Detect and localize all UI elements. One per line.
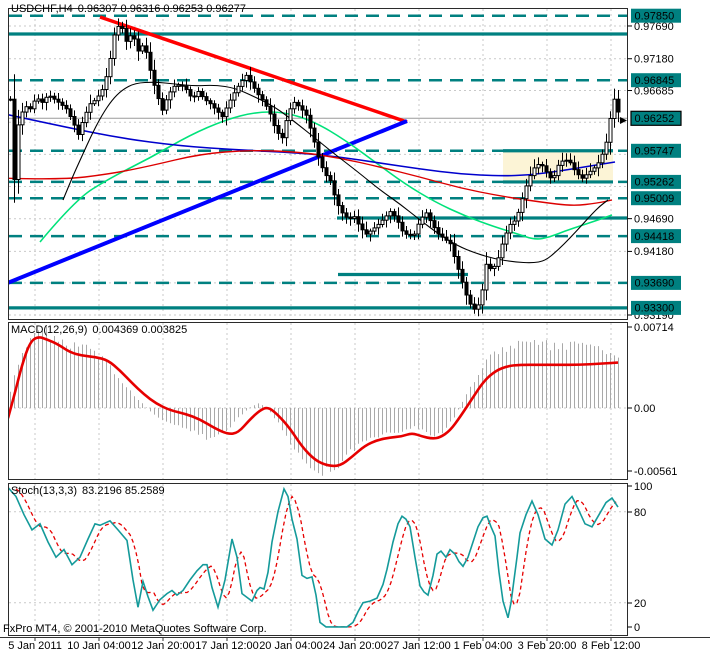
- level-price-badge-label: 0.93690: [635, 278, 675, 290]
- x-axis-label: 24 Jan 20:00: [323, 640, 387, 652]
- last-price-arrow: [620, 117, 627, 124]
- main-chart-title: USDCHF,H4 0.96307 0.96316 0.96253 0.96277: [11, 3, 246, 15]
- moving-average-black: [62, 81, 609, 264]
- macd-title: MACD(12,26,9) 0.004369 0.003825: [11, 324, 187, 336]
- stoch-panel: 100 80 20 0: [8, 481, 652, 636]
- level-price-badge-label: 0.97850: [635, 11, 675, 23]
- moving-average-red: [9, 149, 613, 206]
- level-price-badge-label: 0.95009: [635, 193, 675, 205]
- macd-axis: 0.00714 0.00 -0.00561: [627, 322, 677, 478]
- level-price-badge: [631, 275, 681, 290]
- stoch-title: Stoch(13,3,3) 83.2196 85.2589: [11, 485, 165, 497]
- level-price-badge: [631, 300, 681, 315]
- price-grid-label: 0.94690: [634, 214, 674, 226]
- x-axis-label: 10 Jan 04:00: [67, 640, 131, 652]
- ohlc-values: 0.96307 0.96316 0.96253 0.96277: [77, 3, 246, 15]
- stoch-axis-label: 0: [634, 622, 640, 634]
- macd-signal-line: [9, 336, 619, 468]
- price-grid-label: 0.97690: [634, 21, 674, 33]
- x-axis-label: 3 Feb 20:00: [517, 640, 577, 652]
- candles: [9, 18, 621, 317]
- stoch-signal-line: [15, 488, 617, 628]
- price-grid-label: 0.97180: [634, 54, 674, 66]
- copyright-footer: FxPro MT4, © 2001-2010 MetaQuotes Softwa…: [3, 623, 267, 635]
- macd-name-label: MACD(12,26,9): [11, 324, 88, 336]
- macd-axis-label: 0.00: [634, 403, 655, 415]
- stoch-plot: [9, 484, 627, 635]
- stoch-values: 83.2196 85.2589: [82, 485, 165, 497]
- x-axis-label: 17 Jan 12:00: [195, 640, 259, 652]
- stoch-name-label: Stoch(13,3,3): [11, 485, 78, 497]
- macd-panel: 0.00714 0.00 -0.00561: [8, 322, 677, 480]
- level-price-badge: [631, 143, 681, 158]
- macd-axis-label: 0.00714: [634, 322, 674, 334]
- x-axis-label: 12 Jan 20:00: [131, 640, 195, 652]
- x-axis-label: 5 Jan 2011: [8, 640, 62, 652]
- macd-values: 0.004369 0.003825: [92, 324, 188, 336]
- trendline-descending-resistance[interactable]: [99, 15, 408, 124]
- macd-panel-border: [8, 322, 628, 480]
- level-price-badge-label: 0.93300: [635, 303, 675, 315]
- price-axis: 0.976900.971800.966850.946900.941800.931…: [627, 8, 682, 322]
- macd-axis-label: -0.00561: [634, 466, 677, 478]
- price-grid-label: 0.96685: [634, 85, 674, 97]
- main-panel: [0, 9, 627, 319]
- level-price-badge: [631, 191, 681, 206]
- level-price-badge-label: 0.96252: [635, 113, 675, 125]
- x-axis-label: 20 Jan 04:00: [259, 640, 323, 652]
- moving-average-blue: [9, 114, 616, 177]
- macd-histogram: [10, 325, 619, 476]
- stoch-panel-border: [8, 483, 628, 636]
- price-grid-label: 0.94180: [634, 246, 674, 258]
- symbol-period-label: USDCHF,H4: [11, 3, 73, 15]
- macd-plot: [9, 323, 627, 479]
- level-price-badge: [631, 229, 681, 244]
- level-price-badge: [631, 8, 681, 23]
- level-price-badge-label: 0.94418: [635, 231, 675, 243]
- level-price-badge-label: 0.95747: [635, 146, 675, 158]
- moving-average-green: [39, 111, 613, 243]
- main-panel-border: [8, 8, 628, 320]
- stoch-main-line: [9, 486, 619, 628]
- level-price-badge: [631, 73, 681, 88]
- trendline-ascending-support[interactable]: [0, 119, 408, 286]
- x-axis-label: 27 Jan 12:00: [387, 640, 451, 652]
- stoch-axis-label: 20: [634, 598, 646, 610]
- time-axis: [0, 637, 710, 641]
- stoch-axis-label: 100: [634, 481, 652, 493]
- level-price-badge: [631, 174, 681, 189]
- x-axis-label: 1 Feb 04:00: [453, 640, 513, 652]
- current-price-badge: [630, 110, 682, 126]
- stoch-axis-label: 80: [634, 507, 646, 519]
- stoch-axis: 100 80 20 0: [627, 481, 652, 634]
- level-price-badge-label: 0.96845: [635, 75, 675, 87]
- level-price-badge-label: 0.95262: [635, 177, 675, 189]
- x-axis-label: 8 Feb 12:00: [581, 640, 641, 652]
